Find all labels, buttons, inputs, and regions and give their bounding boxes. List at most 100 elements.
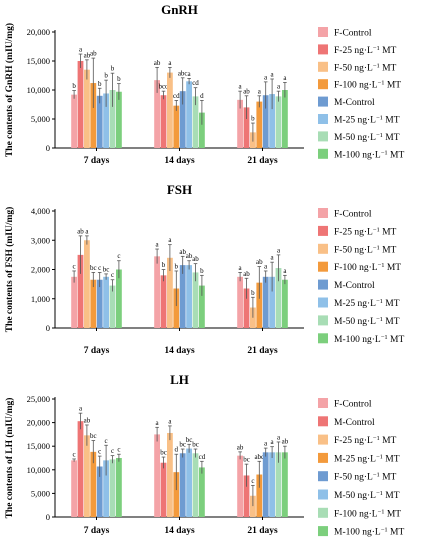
legend: F-Control F-25 ng·L−1 MT F-50 ng·L−1 MT F-1… bbox=[318, 208, 404, 345]
bar bbox=[179, 453, 186, 517]
significance-letter: ab bbox=[154, 59, 161, 67]
legend-swatch bbox=[318, 61, 328, 72]
x-tick-label: 21 days bbox=[247, 526, 278, 536]
significance-letter: abc bbox=[178, 69, 188, 77]
legend-swatch bbox=[318, 434, 328, 445]
bar bbox=[109, 285, 116, 328]
x-tick-label: 7 days bbox=[84, 156, 110, 166]
bar bbox=[186, 448, 192, 517]
legend-label: M-100 ng·L−1 MT bbox=[334, 149, 404, 161]
y-tick-label: 10,000 bbox=[27, 85, 50, 95]
bar bbox=[179, 91, 186, 148]
significance-letter: a bbox=[277, 433, 281, 441]
bar bbox=[262, 452, 269, 517]
bar bbox=[84, 69, 90, 148]
x-tick-label: 21 days bbox=[247, 156, 278, 166]
chart-title: LH bbox=[170, 372, 189, 387]
significance-letter: a bbox=[239, 264, 243, 272]
bar bbox=[192, 272, 199, 328]
y-tick-label: 2,000 bbox=[31, 265, 50, 275]
significance-letter: ab bbox=[77, 227, 84, 235]
legend-swatch bbox=[318, 279, 328, 290]
significance-letter: a bbox=[283, 74, 287, 82]
legend-swatch bbox=[318, 507, 328, 518]
bar bbox=[199, 467, 205, 517]
significance-letter: ab bbox=[186, 252, 193, 260]
legend-swatch bbox=[318, 315, 328, 326]
legend-label: F-Control bbox=[334, 210, 372, 220]
significance-letter: c bbox=[117, 446, 120, 454]
y-tick-label: 1,000 bbox=[31, 294, 50, 304]
legend-swatch bbox=[318, 333, 328, 344]
significance-letter: a bbox=[239, 83, 243, 91]
legend-label: F-50 ng·L−1 MT bbox=[334, 244, 397, 256]
bar bbox=[256, 101, 263, 148]
significance-letter: b bbox=[104, 72, 108, 80]
y-tick-label: 0 bbox=[46, 512, 50, 522]
significance-letter: a bbox=[85, 227, 89, 235]
x-tick-label: 14 days bbox=[164, 156, 195, 166]
chart-title: FSH bbox=[167, 182, 192, 197]
bar bbox=[282, 452, 288, 517]
bar bbox=[237, 455, 243, 517]
significance-letter: d bbox=[175, 446, 179, 454]
y-tick-label: 3,000 bbox=[31, 235, 50, 245]
bar bbox=[71, 94, 77, 148]
legend-swatch bbox=[318, 526, 328, 537]
significance-letter: c bbox=[117, 252, 120, 260]
legend-swatch bbox=[318, 489, 328, 500]
legend-label: F-50 ng·L−1 MT bbox=[334, 471, 397, 483]
y-tick-label: 15,000 bbox=[27, 441, 50, 451]
bar bbox=[282, 90, 288, 148]
bar bbox=[167, 432, 173, 517]
bar bbox=[103, 93, 109, 148]
significance-letter: bc bbox=[186, 436, 193, 444]
x-tick-label: 21 days bbox=[247, 346, 278, 356]
bar bbox=[186, 265, 192, 328]
chart-panel-fsh: FSH The contents of FSH (mIU/mg) 0 1,000 2,0… bbox=[4, 182, 404, 356]
significance-letter: a bbox=[271, 438, 275, 446]
bar bbox=[243, 288, 250, 328]
significance-letter: a bbox=[264, 262, 268, 270]
significance-letter: ab bbox=[84, 416, 91, 424]
significance-letter: b bbox=[72, 82, 76, 90]
bar bbox=[109, 90, 116, 148]
y-tick-label: 15,000 bbox=[27, 56, 50, 66]
significance-letter: b bbox=[111, 65, 115, 73]
significance-letter: b bbox=[175, 262, 179, 270]
bar bbox=[173, 288, 180, 328]
bar bbox=[269, 94, 275, 148]
bar bbox=[275, 452, 282, 517]
significance-letter: abc bbox=[254, 453, 264, 461]
chart-title: GnRH bbox=[161, 2, 198, 17]
legend-swatch bbox=[318, 452, 328, 463]
significance-letter: bc bbox=[160, 449, 167, 457]
significance-letter: bcd bbox=[158, 83, 169, 91]
significance-letter: c bbox=[105, 437, 108, 445]
bar bbox=[256, 282, 263, 328]
significance-letter: b bbox=[117, 75, 121, 83]
significance-letter: b bbox=[98, 80, 102, 88]
significance-letter: a bbox=[258, 87, 262, 95]
y-axis-label: The contents of LH (mIU/mg) bbox=[4, 398, 15, 519]
legend-swatch bbox=[318, 297, 328, 308]
significance-letter: bc bbox=[90, 264, 97, 272]
bar bbox=[250, 495, 256, 517]
legend-label: M-50 ng·L−1 MT bbox=[334, 490, 400, 502]
significance-letter: c bbox=[98, 448, 101, 456]
bar bbox=[160, 275, 167, 328]
bar bbox=[237, 276, 243, 328]
significance-letter: ab bbox=[237, 443, 244, 451]
bar bbox=[179, 265, 186, 328]
legend-swatch bbox=[318, 148, 328, 159]
legend-label: M-50 ng·L−1 MT bbox=[334, 131, 400, 143]
legend-swatch bbox=[318, 261, 328, 272]
significance-letter: bc bbox=[103, 265, 110, 273]
bar bbox=[160, 462, 167, 517]
significance-letter: a bbox=[283, 267, 287, 275]
significance-letter: a bbox=[264, 440, 268, 448]
legend-label: F-25 ng·L−1 MT bbox=[334, 44, 397, 56]
significance-letter: a bbox=[277, 246, 281, 254]
legend-swatch bbox=[318, 398, 328, 408]
bar bbox=[90, 83, 97, 148]
